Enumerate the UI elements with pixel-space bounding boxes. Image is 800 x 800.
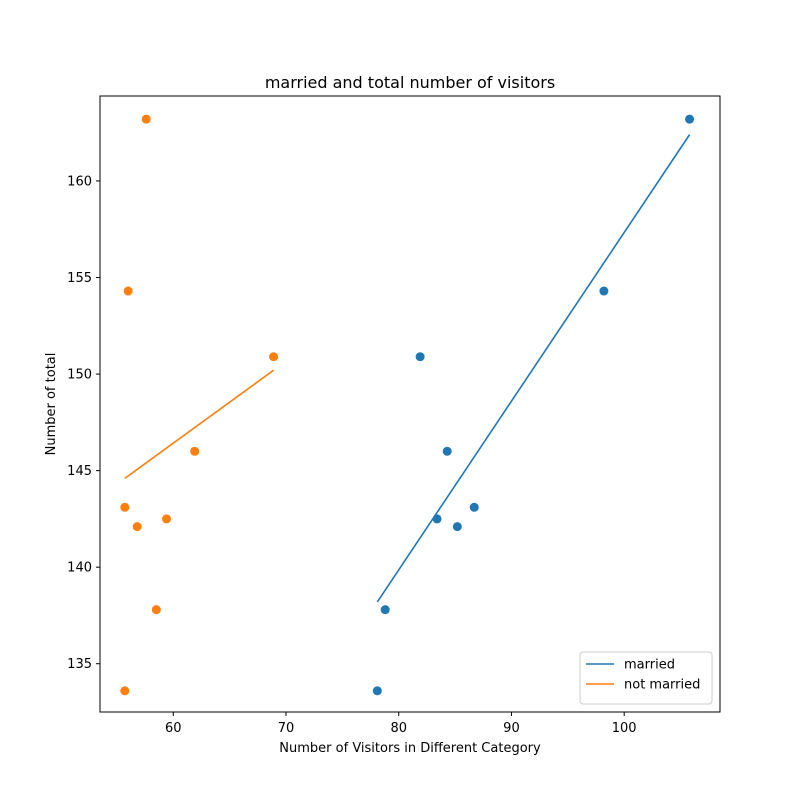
plot-area — [120, 114, 695, 696]
legend-label-married: married — [624, 658, 675, 673]
y-tick-label-5: 160 — [67, 174, 92, 189]
married-fit-line — [376, 134, 691, 603]
y-tick-label-2: 145 — [67, 464, 92, 479]
married-point-3 — [442, 446, 452, 456]
married-point-1 — [599, 286, 609, 296]
not-married-point-7 — [151, 605, 161, 615]
x-tick-label-4: 100 — [612, 721, 637, 736]
chart-title: married and total number of visitors — [265, 73, 555, 92]
not-married-point-8 — [120, 686, 130, 696]
x-axis-label: Number of Visitors in Different Category — [279, 741, 541, 756]
married-point-8 — [372, 686, 382, 696]
y-tick-label-3: 150 — [67, 368, 92, 383]
not-married-point-1 — [123, 286, 133, 296]
not-married-fit-line — [124, 369, 275, 479]
legend-box — [579, 651, 713, 705]
married-point-7 — [380, 605, 390, 615]
x-tick-label-1: 70 — [278, 721, 295, 736]
legend: married not married — [579, 651, 713, 705]
legend-label-not-married: not married — [624, 678, 700, 693]
plot-frame — [99, 95, 721, 713]
married-point-2 — [415, 352, 425, 362]
not-married-point-3 — [190, 446, 200, 456]
married-point-0 — [685, 114, 695, 124]
x-axis: 60 70 80 90 100 — [165, 712, 637, 736]
y-tick-label-4: 155 — [67, 271, 92, 286]
not-married-point-0 — [141, 114, 151, 124]
y-axis-label: Number of total — [44, 353, 59, 456]
married-point-6 — [452, 522, 462, 532]
x-tick-label-3: 90 — [503, 721, 520, 736]
not-married-point-5 — [162, 514, 172, 524]
married-point-4 — [469, 502, 479, 512]
x-tick-label-0: 60 — [165, 721, 182, 736]
x-tick-label-2: 80 — [390, 721, 407, 736]
not-married-point-2 — [269, 352, 279, 362]
y-tick-label-1: 140 — [67, 561, 92, 576]
not-married-point-6 — [132, 522, 142, 532]
married-point-5 — [432, 514, 442, 524]
not-married-point-4 — [120, 502, 130, 512]
y-axis: 135 140 145 150 155 160 — [67, 174, 100, 672]
y-tick-label-0: 135 — [67, 657, 92, 672]
